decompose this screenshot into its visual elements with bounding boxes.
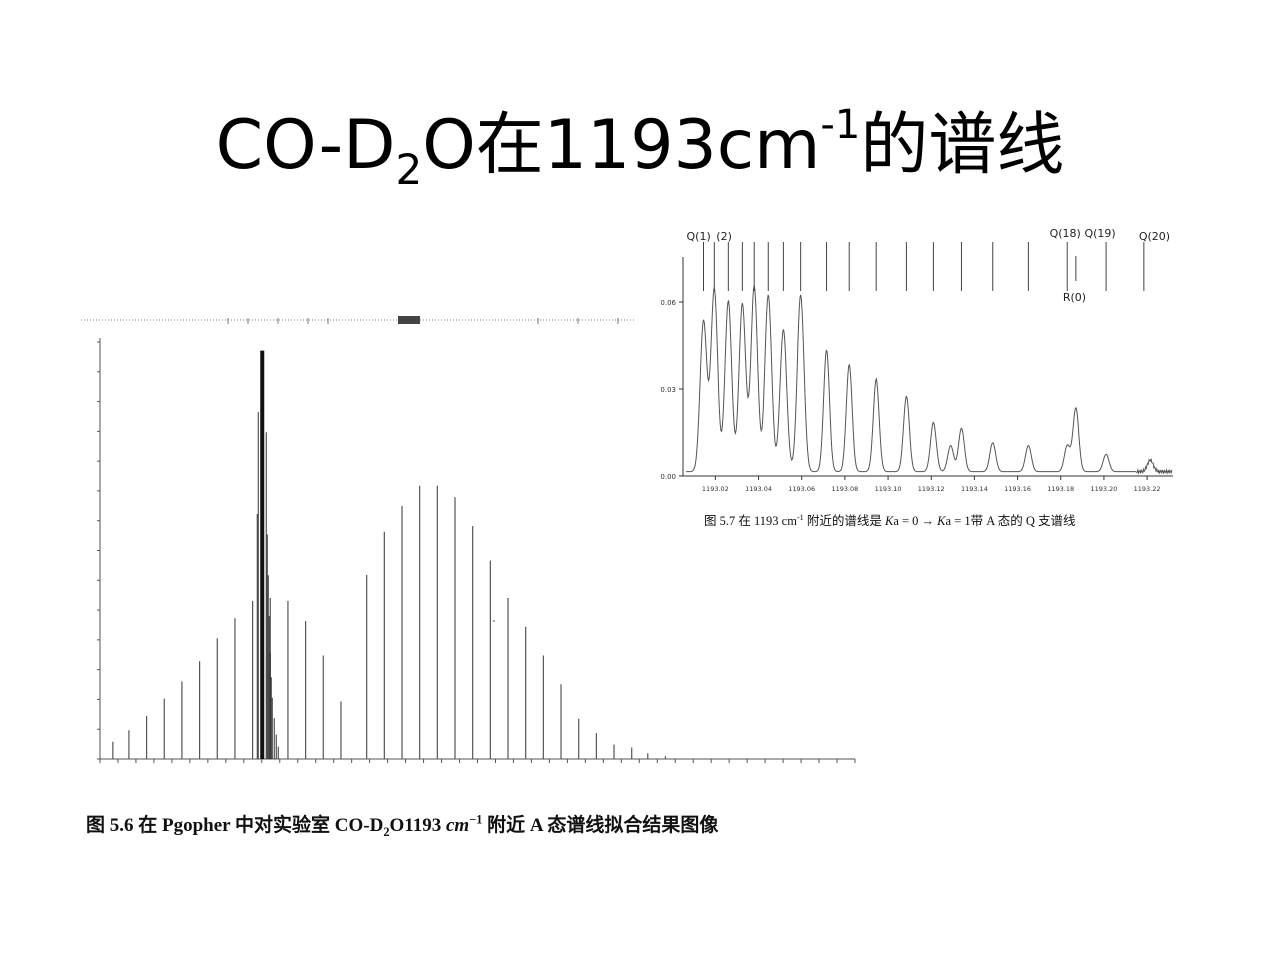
- title-subscript: 2: [395, 145, 423, 194]
- cap56-prefix: 图 5.6 在 Pgopher 中对实验室 CO-D: [86, 815, 384, 836]
- x-tick-label: 1193.02: [702, 485, 729, 493]
- title-mid: O在1193cm: [422, 106, 821, 185]
- cap56-unit: cm: [445, 815, 470, 836]
- x-tick-label: 1193.08: [831, 485, 858, 493]
- y-tick-label: 0.03: [660, 386, 676, 394]
- cap57-ka1: K: [884, 514, 894, 528]
- cap57-mid: 附近的谱线是: [803, 514, 885, 528]
- x-tick-label: 1193.12: [918, 485, 945, 493]
- title-suffix: 的谱线: [860, 106, 1065, 185]
- title-prefix: CO-D: [215, 106, 396, 185]
- cap56-suffix: 附近 A 态谱线拟合结果图像: [482, 815, 719, 836]
- x-tick-label: 1193.14: [961, 485, 988, 493]
- figure-5-7-caption: 图 5.7 在 1193 cm-1 附近的谱线是 Ka = 0 → Ka = 1…: [704, 510, 1076, 529]
- marker-label: (2): [716, 230, 732, 243]
- slide-title: CO-D2O在1193cm-1的谱线: [0, 70, 1280, 225]
- cap56-sup: −1: [469, 812, 483, 827]
- cap57-suffix: 带 A 态的 Q 支谱线: [970, 514, 1076, 528]
- y-tick-label: 0.06: [660, 299, 676, 307]
- x-tick-label: 1193.22: [1134, 485, 1161, 493]
- y-tick-label: 0.00: [660, 473, 676, 481]
- marker-label: Q(18): [1050, 227, 1081, 240]
- pgopher-stick-chart: [81, 316, 856, 763]
- marker-label: Q(1): [687, 230, 711, 243]
- cap56-sub: 2: [383, 824, 390, 839]
- q-branch-line-chart: 0.00 0.03 0.06 1193.02 1193.04 1193.06 1193.08…: [660, 227, 1173, 495]
- cap57-ka2-rest: a = 1: [945, 514, 971, 528]
- marker-label: Q(20): [1139, 230, 1170, 243]
- speck: [493, 620, 495, 622]
- spectrum-trace: [686, 285, 1173, 476]
- figure-5-6-caption: 图 5.6 在 Pgopher 中对实验室 CO-D2O1193 cm−1 附近…: [86, 810, 718, 840]
- marker-label: Q(19): [1084, 227, 1115, 240]
- x-tick-label: 1193.16: [1004, 485, 1031, 493]
- x-axis-label: wavenumber /cm-1: [889, 494, 967, 495]
- cap57-ka1-rest: a = 0 →: [893, 514, 938, 528]
- cap57-ka2: K: [937, 514, 946, 528]
- x-tick-label: 1193.20: [1090, 485, 1117, 493]
- x-tick-label: 1193.04: [745, 485, 772, 493]
- x-tick-label: 1193.06: [788, 485, 815, 493]
- cap56-mid: O1193: [389, 815, 442, 836]
- cap57-prefix: 图 5.7 在 1193 cm: [704, 514, 797, 528]
- title-superscript: -1: [820, 102, 861, 148]
- q-branch-peak: [260, 350, 265, 759]
- x-tick-label: 1193.10: [875, 485, 902, 493]
- top-strip-dense-marks: [398, 316, 420, 324]
- marker-label: R(0): [1063, 291, 1086, 304]
- cap57-sup: -1: [796, 512, 804, 522]
- x-tick-label: 1193.18: [1047, 485, 1074, 493]
